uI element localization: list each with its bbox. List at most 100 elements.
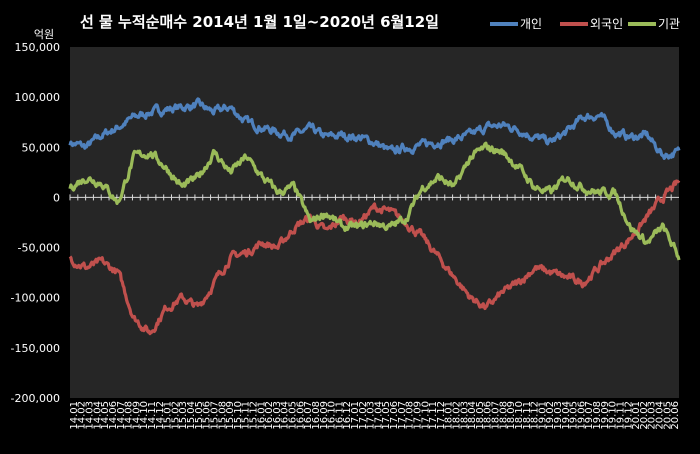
legend-label: 개인 xyxy=(520,17,542,31)
x-tick-label: 17.05 xyxy=(381,401,392,430)
x-tick-label: 14.03 xyxy=(85,401,96,430)
x-tick-label: 19.12 xyxy=(623,401,634,430)
x-tick-label: 17.10 xyxy=(420,401,431,430)
x-tick-label: 19.09 xyxy=(600,401,611,430)
x-tick-label: 19.06 xyxy=(576,401,587,430)
chart-title: 선 물 누적순매수 2014년 1월 1일~2020년 6월12일 xyxy=(80,13,439,31)
x-tick-label: 17.03 xyxy=(366,401,377,430)
x-tick-label: 19.02 xyxy=(545,401,556,430)
y-axis-ticks: 150,000 100,000 50,000 0 -50,000 -100,000 -150… xyxy=(11,41,60,405)
x-tick-label: 17.12 xyxy=(436,401,447,430)
x-tick-label: 16.05 xyxy=(288,401,299,430)
x-tick-label: 19.03 xyxy=(553,401,564,430)
x-tick-label: 16.09 xyxy=(319,401,330,430)
x-tick-label: 14.07 xyxy=(116,401,127,430)
x-tick-label: 20.05 xyxy=(662,401,673,430)
x-tick-label: 18.05 xyxy=(475,401,486,430)
x-tick-label: 17.02 xyxy=(358,401,369,430)
x-tick-label: 17.04 xyxy=(373,401,384,430)
x-tick-label: 18.10 xyxy=(514,401,525,430)
series-line xyxy=(68,179,681,336)
x-tick-label: 20.03 xyxy=(647,401,658,430)
x-tick-label: 14.08 xyxy=(124,401,135,430)
x-tick-label: 19.01 xyxy=(537,401,548,430)
x-tick-label: 19.10 xyxy=(608,401,619,430)
legend-label: 기관 xyxy=(658,17,680,31)
x-tick-label: 18.06 xyxy=(483,401,494,430)
x-tick-label: 16.03 xyxy=(272,401,283,430)
x-tick-label: 17.09 xyxy=(412,401,423,430)
x-tick-label: 16.11 xyxy=(334,401,345,430)
x-tick-label: 16.04 xyxy=(280,401,291,430)
x-tick-label: 18.11 xyxy=(522,401,533,430)
x-tick-label: 15.01 xyxy=(163,401,174,430)
x-tick-label: 19.11 xyxy=(615,401,626,430)
x-tick-label: 14.04 xyxy=(92,401,103,430)
x-tick-label: 15.05 xyxy=(194,401,205,430)
series-line xyxy=(68,97,681,160)
x-tick-label: 18.08 xyxy=(498,401,509,430)
x-tick-label: 19.08 xyxy=(592,401,603,430)
x-tick-label: 17.01 xyxy=(350,401,361,430)
x-tick-label: 16.01 xyxy=(256,401,267,430)
x-tick-label: 15.07 xyxy=(209,401,220,430)
x-tick-label: 17.08 xyxy=(405,401,416,430)
x-tick-label: 14.05 xyxy=(100,401,111,430)
y-tick-label: 150,000 xyxy=(15,41,61,54)
x-tick-label: 20.04 xyxy=(655,401,666,430)
x-tick-label: 15.08 xyxy=(217,401,228,430)
x-tick-label: 16.06 xyxy=(295,401,306,430)
y-tick-label: 0 xyxy=(53,191,60,204)
x-tick-label: 18.01 xyxy=(444,401,455,430)
legend-label: 외국인 xyxy=(590,17,623,31)
x-tick-label: 18.02 xyxy=(452,401,463,430)
x-tick-label: 18.03 xyxy=(459,401,470,430)
y-tick-label: -100,000 xyxy=(11,292,60,305)
x-axis-ticks: 14.0114.0214.0314.0414.0514.0614.0714.08… xyxy=(69,194,681,430)
x-tick-label: 15.09 xyxy=(225,401,236,430)
x-tick-label: 17.06 xyxy=(389,401,400,430)
legend: 개인 외국인 기관 xyxy=(490,17,680,31)
x-tick-label: 15.03 xyxy=(178,401,189,430)
x-tick-label: 15.12 xyxy=(249,401,260,430)
x-tick-label: 16.12 xyxy=(342,401,353,430)
x-tick-label: 14.02 xyxy=(77,401,88,430)
y-tick-label: -150,000 xyxy=(11,342,60,355)
x-tick-label: 14.09 xyxy=(131,401,142,430)
x-tick-label: 15.10 xyxy=(233,401,244,430)
y-tick-label: 100,000 xyxy=(15,91,61,104)
x-tick-label: 18.07 xyxy=(491,401,502,430)
x-tick-label: 16.10 xyxy=(327,401,338,430)
x-tick-label: 19.07 xyxy=(584,401,595,430)
y-tick-label: -200,000 xyxy=(11,392,60,405)
x-tick-label: 18.12 xyxy=(530,401,541,430)
x-tick-label: 17.11 xyxy=(428,401,439,430)
series-line xyxy=(68,141,681,261)
series-group xyxy=(68,97,681,336)
x-tick-label: 16.02 xyxy=(264,401,275,430)
x-tick-label: 14.11 xyxy=(147,401,158,430)
x-tick-label: 18.09 xyxy=(506,401,517,430)
x-tick-label: 15.04 xyxy=(186,401,197,430)
x-tick-label: 15.11 xyxy=(241,401,252,430)
y-tick-label: 50,000 xyxy=(22,141,61,154)
y-axis-unit-label: 억원 xyxy=(34,28,54,41)
x-tick-label: 15.02 xyxy=(170,401,181,430)
x-tick-label: 14.06 xyxy=(108,401,119,430)
x-tick-label: 19.04 xyxy=(561,401,572,430)
x-tick-label: 14.01 xyxy=(69,401,80,430)
x-tick-label: 18.04 xyxy=(467,401,478,430)
x-tick-label: 16.08 xyxy=(311,401,322,430)
x-tick-label: 19.05 xyxy=(569,401,580,430)
x-tick-label: 15.06 xyxy=(202,401,213,430)
x-tick-label: 14.12 xyxy=(155,401,166,430)
x-tick-label: 16.07 xyxy=(303,401,314,430)
y-tick-label: -50,000 xyxy=(18,242,60,255)
x-tick-label: 20.06 xyxy=(670,401,681,430)
x-tick-label: 20.02 xyxy=(639,401,650,430)
x-tick-label: 20.01 xyxy=(631,401,642,430)
x-tick-label: 17.07 xyxy=(397,401,408,430)
x-tick-label: 14.10 xyxy=(139,401,150,430)
